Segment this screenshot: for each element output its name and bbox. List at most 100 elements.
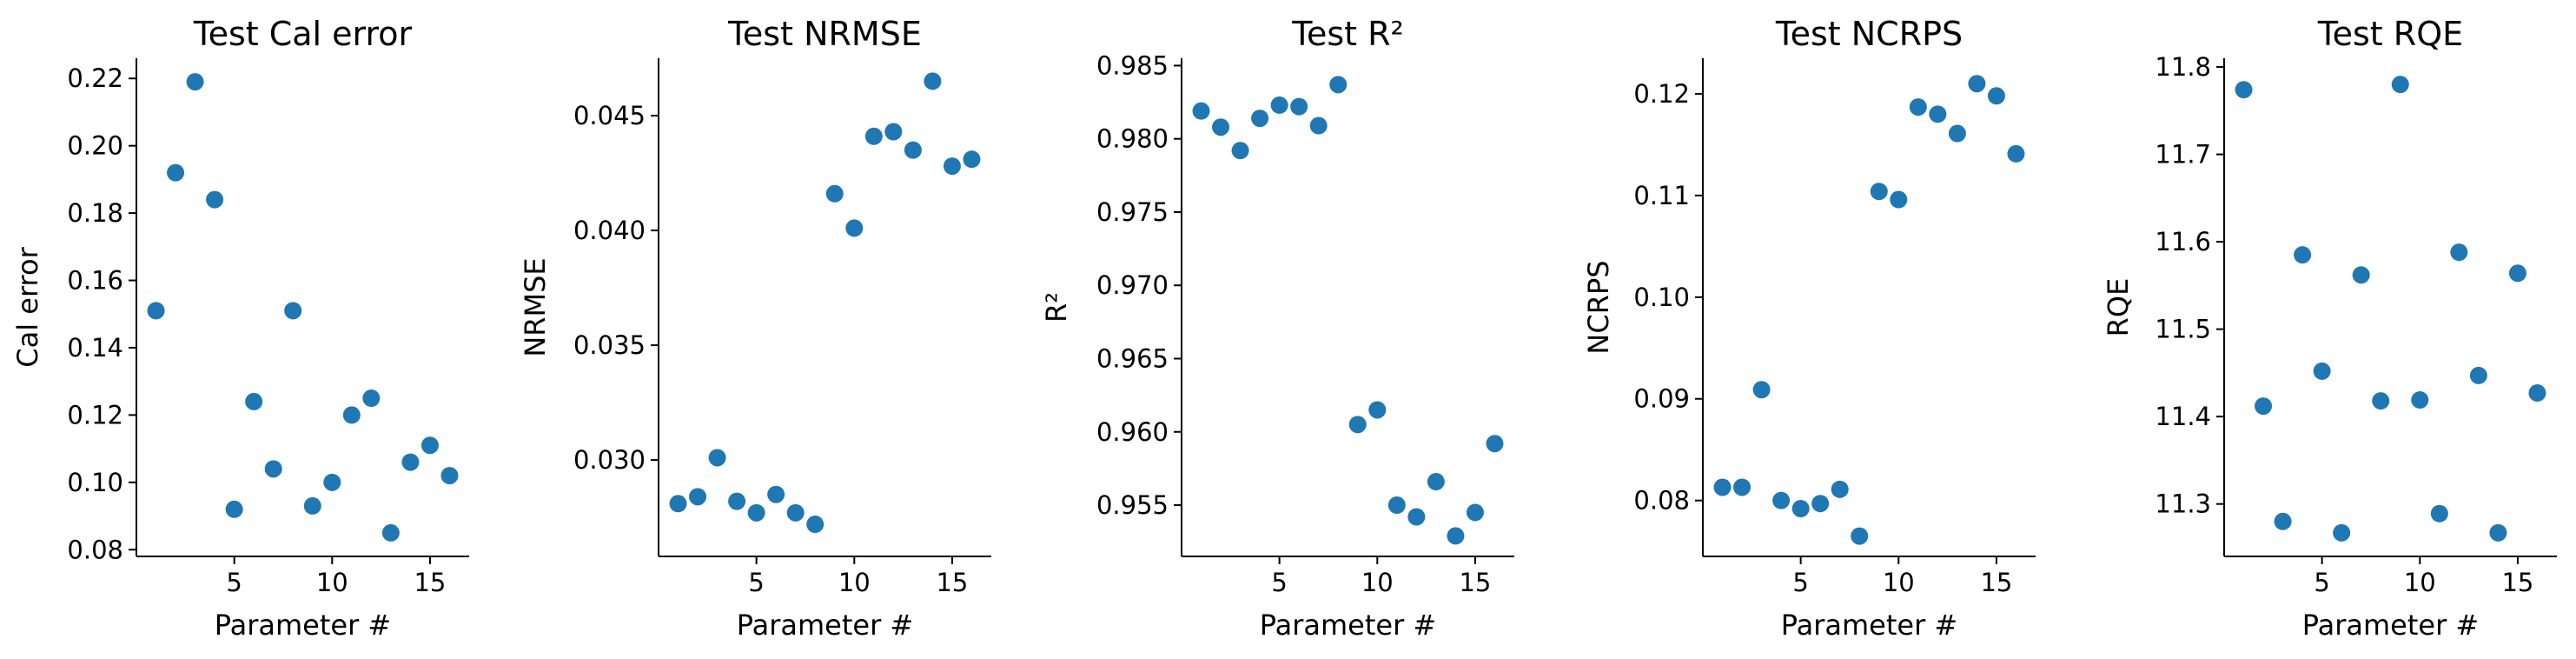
y-axis-label: R² (1040, 292, 1073, 323)
data-point (1407, 508, 1426, 526)
data-point (963, 150, 981, 169)
data-point (2372, 392, 2390, 410)
chart-panel-4: 5 10 15 0.08 0.09 0.10 0.11 0.12 Test NCRPS Param… (1582, 15, 2036, 642)
data-point (1851, 527, 1869, 545)
data-point (2313, 362, 2331, 380)
data-point (342, 406, 361, 424)
data-point (943, 157, 961, 176)
data-point (401, 453, 420, 471)
y-tick-label: 0.960 (1096, 417, 1169, 447)
data-point (1329, 76, 1348, 94)
chart-title: Test RQE (2317, 15, 2463, 53)
y-tick-label: 0.18 (67, 198, 123, 228)
y-tick-label: 0.965 (1096, 343, 1169, 373)
data-point (728, 492, 746, 510)
x-tick-label: 10 (1361, 568, 1394, 597)
y-tick-label: 11.3 (2155, 489, 2211, 519)
y-axis-label: Cal error (11, 246, 44, 367)
y-tick-label: 0.16 (67, 266, 123, 296)
data-point (1791, 500, 1810, 518)
y-tick-label: 0.10 (1633, 283, 1690, 312)
y-tick-label: 0.035 (573, 330, 646, 360)
chart-title: Test NCRPS (1775, 15, 1963, 53)
data-point (786, 503, 805, 522)
data-point (186, 73, 204, 91)
y-tick-label: 0.11 (1633, 181, 1690, 210)
data-point (2469, 366, 2487, 384)
x-axis-label: Parameter # (1260, 609, 1436, 642)
y-tick-label: 11.5 (2155, 315, 2211, 344)
data-point (884, 123, 903, 141)
y-tick-label: 0.14 (67, 333, 123, 363)
x-tick-label: 15 (2501, 568, 2533, 597)
data-point (1486, 435, 1504, 453)
chart-panel-3: 5 10 15 0.955 0.960 0.965 0.970 0.975 0.980 0.985… (1040, 15, 1514, 642)
data-point (2352, 266, 2370, 284)
y-tick-label: 0.040 (573, 216, 646, 245)
x-tick-label: 15 (414, 568, 446, 597)
data-point (440, 467, 459, 485)
chart-panel-2: 5 10 15 0.030 0.035 0.040 0.045 Test NRMSE Param… (519, 15, 991, 642)
data-point (264, 460, 282, 478)
x-tick-label: 10 (2404, 568, 2436, 597)
data-point (147, 302, 165, 320)
data-point (825, 184, 844, 203)
x-tick-label: 10 (838, 568, 871, 597)
data-point (1987, 87, 2005, 105)
data-point (1290, 97, 1308, 116)
y-tick-label: 0.12 (1633, 79, 1690, 109)
data-point (2294, 246, 2312, 264)
data-point (689, 488, 707, 506)
data-point (1348, 416, 1367, 434)
data-point (2508, 264, 2526, 283)
data-point (323, 473, 341, 491)
data-point (1909, 98, 1927, 116)
data-point (806, 516, 824, 534)
data-point (924, 72, 942, 90)
data-point (167, 163, 185, 182)
y-tick-label: 0.975 (1096, 197, 1169, 227)
y-tick-label: 11.7 (2155, 140, 2211, 170)
x-tick-label: 15 (1980, 568, 2012, 597)
data-point (1831, 480, 1849, 498)
data-point (1968, 75, 1986, 93)
y-tick-label: 0.08 (67, 535, 123, 564)
y-tick-label: 0.030 (573, 445, 646, 475)
x-axis-label: Parameter # (215, 609, 391, 642)
data-point (1212, 118, 1230, 136)
y-tick-label: 0.955 (1096, 490, 1169, 520)
data-point (1811, 495, 1830, 513)
data-point (1447, 527, 1465, 545)
x-axis-label: Parameter # (1781, 609, 1957, 642)
x-tick-label: 10 (1883, 568, 1915, 597)
x-tick-label: 10 (316, 568, 348, 597)
x-tick-label: 5 (2314, 568, 2329, 597)
data-point (1890, 190, 1908, 209)
data-point (2255, 397, 2273, 416)
data-point (1948, 124, 1966, 143)
x-tick-label: 5 (1271, 568, 1287, 597)
x-tick-label: 15 (936, 568, 968, 597)
data-point (1733, 478, 1752, 496)
data-point (708, 449, 726, 467)
y-tick-label: 11.6 (2155, 227, 2211, 256)
data-point (1270, 96, 1288, 114)
data-point (2528, 384, 2546, 403)
data-point (1772, 491, 1791, 509)
x-axis-label: Parameter # (737, 609, 913, 642)
data-point (1387, 496, 1406, 515)
chart-panel-5: 5 10 15 11.3 11.4 11.5 11.6 11.7 11.8 Test RQE Par… (2102, 15, 2557, 642)
data-point (206, 190, 224, 209)
data-point (245, 392, 263, 410)
data-point (1427, 473, 1445, 491)
y-tick-label: 0.12 (67, 400, 123, 429)
data-point (904, 141, 922, 159)
data-point (2450, 243, 2468, 262)
y-axis-label: NCRPS (1582, 260, 1615, 354)
data-point (1752, 381, 1771, 399)
data-point (1929, 105, 1947, 123)
y-tick-label: 11.8 (2155, 52, 2211, 82)
data-point (1713, 478, 1732, 496)
data-point (284, 302, 302, 320)
